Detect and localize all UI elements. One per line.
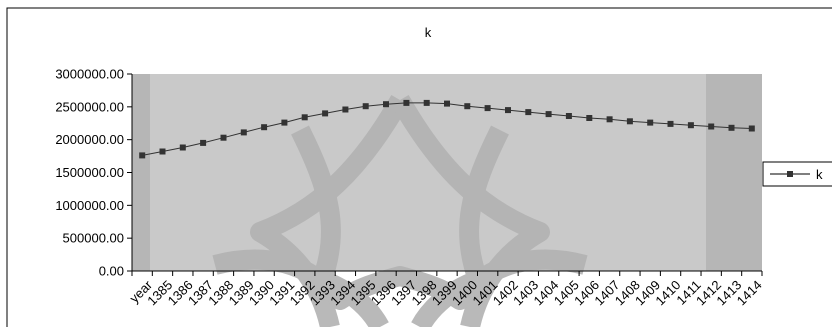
- watermark-ornament: [212, 95, 588, 327]
- data-point-marker: [626, 118, 633, 125]
- data-point-marker: [586, 115, 593, 121]
- data-point-marker: [403, 99, 410, 106]
- legend-marker: [787, 171, 793, 177]
- y-tick-label: 500000.00: [63, 231, 124, 246]
- data-point-marker: [708, 123, 715, 130]
- y-tick-label: 1500000.00: [55, 165, 124, 180]
- data-point-marker: [342, 106, 349, 113]
- data-point-marker: [240, 129, 247, 136]
- data-point-marker: [687, 122, 694, 129]
- data-point-marker: [362, 103, 369, 110]
- data-point-marker: [220, 134, 227, 141]
- data-point-marker: [301, 114, 308, 121]
- data-point-marker: [565, 113, 572, 119]
- data-point-marker: [200, 139, 207, 146]
- data-point-marker: [383, 101, 389, 108]
- data-point-marker: [322, 110, 329, 117]
- y-tick-label: 3000000.00: [55, 67, 124, 82]
- y-axis-tick-labels: 0.00 500000.00 1000000.00 1500000.00 2000000…: [55, 67, 124, 279]
- data-point-marker: [139, 152, 146, 159]
- data-point-marker: [525, 109, 532, 116]
- data-point-marker: [464, 103, 471, 110]
- data-point-marker: [484, 105, 491, 112]
- data-point-marker: [505, 107, 511, 114]
- data-point-marker: [728, 124, 735, 131]
- axes: [127, 73, 763, 276]
- y-tick-label: 2000000.00: [55, 132, 124, 147]
- data-point-marker: [647, 119, 654, 126]
- legend-label-k: k: [816, 167, 823, 182]
- y-tick-label: 1000000.00: [55, 198, 124, 213]
- data-point-marker: [159, 148, 166, 155]
- data-point-marker: [179, 144, 186, 151]
- chart-title: k: [425, 25, 432, 40]
- data-point-marker: [748, 125, 755, 132]
- y-tick-label: 2500000.00: [55, 99, 124, 114]
- data-point-marker: [281, 119, 288, 126]
- data-point-marker: [545, 111, 552, 118]
- data-point-marker: [444, 100, 450, 107]
- data-point-marker: [261, 124, 268, 131]
- plot-right-band: [706, 74, 762, 271]
- data-point-marker: [606, 116, 613, 123]
- data-point-marker: [667, 120, 674, 127]
- series-k: [139, 99, 755, 159]
- legend: k: [762, 161, 832, 187]
- y-tick-label: 0.00: [99, 264, 124, 279]
- plot-left-band: [132, 74, 150, 271]
- data-point-marker: [423, 99, 430, 106]
